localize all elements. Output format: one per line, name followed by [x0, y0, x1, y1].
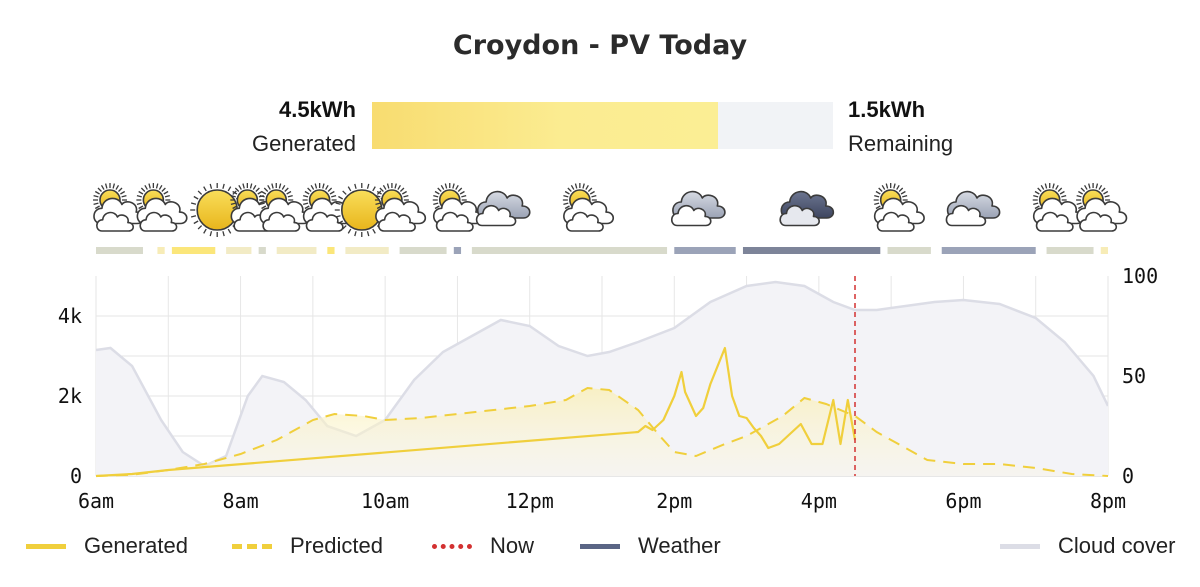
legend-weather: Weather	[580, 531, 721, 561]
x-tick-label: 12pm	[506, 489, 554, 513]
x-tick-label: 8am	[223, 489, 259, 513]
remaining-value: 1.5kWh	[848, 97, 926, 122]
partly-cloudy-icon	[374, 183, 427, 232]
x-tick-label: 2pm	[656, 489, 692, 513]
legend-label: Predicted	[290, 533, 383, 558]
partly-cloudy-icon	[1076, 183, 1128, 232]
weather-segment	[96, 247, 143, 254]
weather-segment	[1100, 247, 1108, 254]
weather-segment	[327, 247, 335, 254]
weather-strip	[96, 247, 1108, 254]
partly-cloudy-icon	[562, 183, 615, 232]
legend-label: Generated	[84, 533, 188, 558]
x-tick-label: 6pm	[945, 489, 981, 513]
cloud-cover-line	[96, 280, 1108, 468]
y-right-tick-label: 50	[1122, 364, 1146, 388]
generated-swatch	[26, 543, 66, 549]
y-left-tick-label: 4k	[58, 304, 82, 328]
generation-progress-bar	[372, 102, 833, 149]
x-tick-label: 6am	[78, 489, 114, 513]
weather-segment	[345, 247, 389, 254]
partly-cloudy-icon	[136, 183, 188, 232]
weather-icons-row	[93, 183, 1128, 237]
partly-cloudy-icon	[1032, 183, 1084, 232]
cloud-cover-swatch	[1000, 543, 1040, 549]
y-right-tick-label: 0	[1122, 464, 1134, 488]
predicted-series	[96, 386, 1108, 477]
legend-predicted: Predicted	[232, 531, 383, 561]
legend-cloud-cover: Cloud cover	[1000, 531, 1175, 561]
legend-label: Now	[490, 533, 535, 558]
weather-segment	[742, 247, 881, 254]
now-swatch	[432, 543, 472, 549]
weather-segment	[171, 247, 216, 254]
weather-segment	[887, 247, 931, 254]
cloud-icon	[670, 190, 726, 227]
weather-segment	[471, 247, 668, 254]
y-left-tick-label: 2k	[58, 384, 82, 408]
weather-segment	[399, 247, 447, 254]
partly-cloudy-icon	[873, 183, 925, 232]
weather-segment	[276, 247, 317, 254]
weather-swatch	[580, 543, 620, 549]
weather-segment	[258, 247, 266, 254]
generated-line	[96, 346, 857, 478]
weather-segment	[226, 247, 252, 254]
weather-segment	[674, 247, 736, 254]
cloud-icon	[475, 190, 531, 227]
partly-cloudy-icon	[93, 183, 145, 232]
weather-segment	[941, 247, 1036, 254]
predicted-area	[96, 388, 1108, 476]
partly-cloudy-icon	[259, 183, 311, 232]
legend-generated: Generated	[26, 531, 188, 561]
remaining-stat: 1.5kWh Remaining	[848, 97, 953, 157]
chart-title: Croydon - PV Today	[452, 30, 748, 61]
predicted-swatch	[232, 543, 272, 549]
weather-segment	[453, 247, 462, 254]
legend-now: Now	[432, 531, 534, 561]
weather-segment	[157, 247, 165, 254]
cloud-icon	[945, 190, 1001, 227]
partly-cloudy-icon	[432, 183, 484, 232]
generated-series	[96, 346, 857, 478]
y-right-tick-label: 100	[1122, 264, 1158, 288]
dark-cloud-icon	[779, 190, 835, 227]
x-tick-label: 10am	[361, 489, 409, 513]
legend-label: Weather	[638, 533, 721, 558]
remaining-label: Remaining	[848, 131, 954, 156]
predicted-line	[96, 386, 1108, 477]
x-tick-label: 8pm	[1090, 489, 1126, 513]
generated-stat: 4.5kWh Generated	[252, 97, 356, 157]
generation-progress-fill	[372, 102, 718, 149]
legend-label: Cloud cover	[1058, 533, 1176, 558]
weather-segment	[1046, 247, 1094, 254]
generated-value: 4.5kWh	[278, 97, 356, 122]
generated-label: Generated	[252, 131, 356, 156]
y-left-tick-label: 0	[70, 464, 82, 488]
x-tick-label: 4pm	[801, 489, 837, 513]
